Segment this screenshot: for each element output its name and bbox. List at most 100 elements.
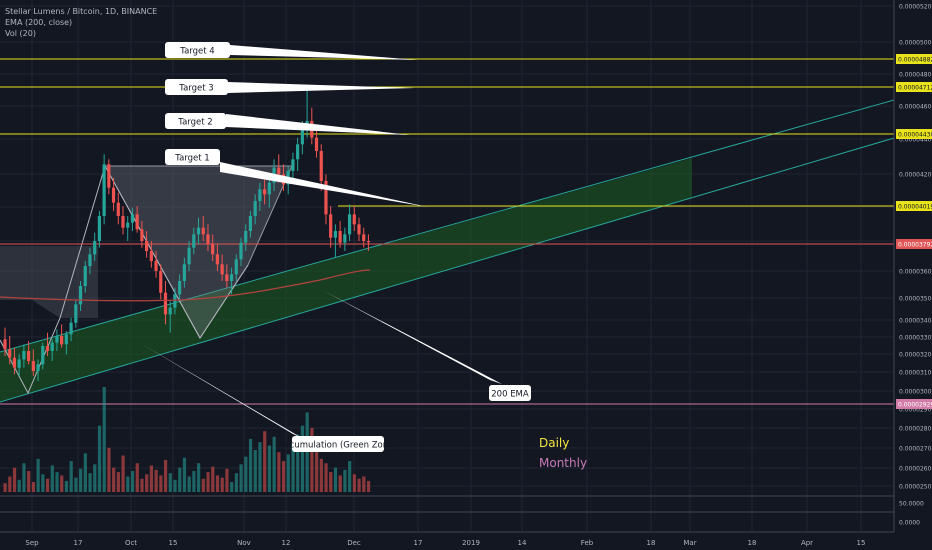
time-tick-label: 18 [647,539,656,547]
volume-bar [197,463,201,492]
target2-pointer [226,114,410,135]
volume-tick-label: 0.0000 [899,520,920,527]
volume-bar [258,442,262,492]
chart-legend: Stellar Lumens / Bitcoin, 1D, BINANCE EM… [5,6,157,39]
candle-body [50,342,54,352]
ema-indicator-label[interactable]: EMA (200, close) [5,18,73,27]
price-tag-label: 0.00004019 [898,204,932,211]
volume-bar [281,461,286,492]
candle-body [149,251,153,262]
candle-body [263,189,267,195]
candle-body [173,294,177,308]
candle-body [229,274,234,282]
time-tick-label: 17 [414,539,423,547]
volume-bar [182,457,187,492]
time-tick-label: Mar [683,539,696,547]
volume-bar [154,469,158,492]
candle-body [88,254,92,267]
candle-body [319,150,323,181]
candle-body [220,264,224,275]
price-tick-label: 0.00002900 [899,407,932,414]
candle-body [347,214,352,235]
candle-body [182,264,186,282]
price-tag-label: 0.00004712 [898,85,932,92]
ema-label-box [489,385,531,401]
monthly-label: Monthly [539,456,588,470]
candle-body [126,222,130,228]
volume-bar [300,425,305,492]
candle-body [83,266,87,287]
volume-bar [55,472,59,492]
target2-label-box [165,113,226,129]
candle-body [12,357,17,368]
volume-bar [12,467,17,492]
candle-body [324,180,328,215]
volume-bar [201,478,205,492]
time-tick-label: Feb [581,539,594,547]
target3-label-box [165,79,228,95]
candle-body [116,202,120,216]
candle-body [45,346,50,352]
candle-body [234,259,238,275]
price-axis[interactable]: 0.00005200 0.00005000 0.00004800 0.00004600… [893,0,932,550]
volume-bar [225,468,229,492]
candle-body [248,215,253,231]
candle-body [333,230,337,238]
ema-line [0,269,371,302]
price-tag-bg [896,82,932,92]
volume-bars [3,387,371,492]
volume-bar [3,483,7,492]
volume-indicator-label[interactable]: Vol (20) [5,29,36,38]
volume-bar [234,473,238,492]
price-tag-bg [896,129,932,139]
symbol-title[interactable]: Stellar Lumens / Bitcoin, 1D, BINANCE [5,7,158,16]
volume-bar [168,473,172,492]
time-axis[interactable]: Sep 17 Oct 15 Nov 12 Dec 17 2019 14 Feb 18 Mar 18 Apr 1… [0,531,894,547]
time-tick-label: 15 [169,539,178,547]
candle-body [135,214,139,230]
price-tick-label: 0.00005000 [899,40,932,47]
volume-bar [291,443,295,492]
volume-bar [296,434,300,492]
price-tick-label: 0.00002800 [899,426,932,433]
volume-bar [22,463,26,492]
time-tick-label: Apr [801,539,813,547]
price-tick-label: 0.00002505 [899,484,932,491]
daily-label: Daily [539,436,570,450]
volume-bar [253,450,257,492]
volume-bar [112,467,116,492]
volume-bar [215,475,220,492]
annotation-callouts: Target 4 Target 3 Target 2 Target 1 200 EMA A… [140,42,531,452]
volume-bar [8,476,12,492]
volume-bar [244,456,248,492]
volume-bar [126,476,130,492]
volume-bar [362,476,366,492]
candle-body [206,234,210,245]
volume-bar [41,474,45,492]
candle-body [41,346,45,365]
candle-body [22,351,26,360]
price-tick-label: 0.00004200 [899,172,932,179]
candle-body [215,254,219,265]
price-tick-label: 0.00004600 [899,104,932,111]
volume-bar [206,472,210,492]
volume-bar [60,475,64,492]
target4-label-text: Target 4 [179,47,214,57]
volume-bar [145,474,149,492]
price-tick-label: 0.00005200 [899,4,932,11]
price-tick-label: 0.00002600 [899,466,932,473]
candle-body [196,227,201,235]
volume-bar [263,431,267,492]
candle-body [17,359,21,368]
ema-200-line [0,269,371,302]
green-zone-channel [0,99,895,403]
volume-bar [272,436,276,492]
price-tick-label: 0.00002700 [899,446,932,453]
candle-body [159,271,163,293]
volume-bar [192,471,196,492]
price-tag-label: 0.00002929 [898,402,932,409]
candle-body [314,137,319,151]
time-tick-label: 2019 [462,539,480,547]
